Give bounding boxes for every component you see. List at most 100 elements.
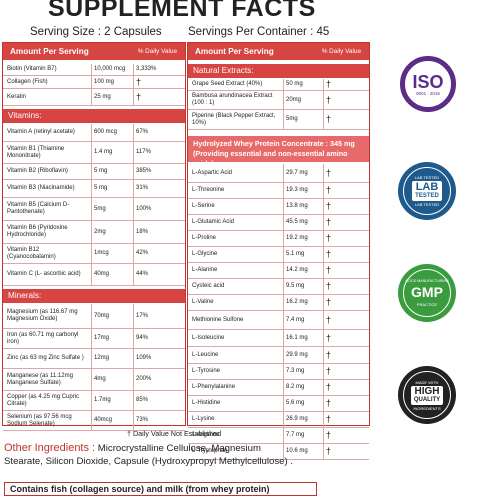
other-ingredients-line1: Microcrystalline Cellulose, Magnesium [97, 443, 261, 454]
ingredient-name: Vitamin B12 (Cyanocobalamin) [7, 246, 56, 260]
ingredient-name: Vitamin A (retinyl acetate) [7, 129, 75, 136]
table-row: L-Leucine 29.9 mg † [188, 347, 369, 364]
ingredient-daily-value: 18% [136, 228, 149, 235]
whey-title-line2: (Providing essential and non-essential a… [193, 149, 348, 168]
table-row: Vitamin B2 (Riboflavin) 5 mg 385% [3, 164, 185, 180]
ingredient-name: Biotin (Vitamin B7) [7, 66, 57, 73]
ingredient-name: Vitamin B6 (Pyridoxine Hydrochloride) [7, 225, 68, 238]
ingredient-name: L-Tyrosine [192, 368, 221, 375]
ingredient-name: Iron (as 60.71 mg carbonyl iron) [7, 331, 79, 345]
table-row: Grape Seed Extract (40%) 50 mg † [188, 79, 369, 91]
ingredient-amount: 16.2 mg [286, 299, 308, 306]
ingredient-amount: 5mg [94, 205, 106, 212]
ingredient-daily-value: † [326, 94, 332, 105]
hq-bottom-text: INGREDIENTS [413, 405, 441, 411]
ingredient-name: L-Isoleucine [192, 334, 225, 341]
ingredient-name: L-Histidine [192, 400, 221, 407]
ingredient-amount: 7.3 mg [286, 368, 305, 375]
gmp-main-text: GMP [411, 284, 443, 300]
ingredient-name: L-Glutamic Acid [192, 219, 235, 226]
ingredient-name: L-Valine [192, 299, 214, 306]
page-title: SUPPLEMENT FACTS [48, 0, 316, 22]
ingredient-amount: 9.5 mg [286, 283, 305, 290]
lab-bottom-text: LAB TESTED [414, 202, 440, 207]
ingredient-daily-value: † [326, 414, 332, 425]
ingredient-amount: 70mg [94, 312, 110, 319]
table-row: Bambusa arundinacea Extract (100 : 1) 20m… [188, 91, 369, 110]
ingredient-amount: 1.7mg [94, 397, 111, 404]
ingredient-name: Piperine (Black Pepper Extract, 10%) [192, 112, 276, 126]
ingredient-daily-value: † [326, 446, 332, 457]
iso-text: ISO [412, 71, 444, 92]
ingredient-name: L-Phenylalanine [192, 384, 236, 391]
ingredient-amount: 20mg [286, 96, 302, 103]
table-row: L-Lysine 26.9 mg † [188, 412, 369, 428]
ingredient-name: Zinc (as 63 mg Zinc Sulfate ) [7, 355, 84, 362]
ingredient-amount: 14.2 mg [286, 267, 308, 274]
ingredient-amount: 1mcg [94, 250, 109, 257]
ingredient-name: L-Glycine [192, 251, 218, 258]
ingredient-name: Grape Seed Extract (40%) [192, 81, 263, 88]
section-heading: Minerals: [3, 289, 185, 303]
ingredient-name: Vitamin C (L- ascorbic acid) [7, 271, 81, 278]
ingredient-amount: 5.6 mg [286, 400, 305, 407]
ingredient-daily-value: † [326, 430, 332, 441]
table-row: Vitamin A (retinyl acetate) 600 mcg 67% [3, 124, 185, 142]
ingredient-amount: 5 mg [94, 185, 108, 192]
header-dv-label: % Daily Value [137, 48, 177, 55]
hq-top-text: MADE WITH [415, 379, 439, 385]
table-row: L-Serine 13.8 mg † [188, 199, 369, 215]
ingredient-daily-value: † [326, 217, 332, 228]
section-heading: Natural Extracts: [188, 64, 369, 78]
table-row: Magnesium (as 116.67 mg Magnesium Oxide)… [3, 304, 185, 329]
table-row: L-Valine 16.2 mg † [188, 295, 369, 311]
ingredient-daily-value: 117% [136, 149, 151, 156]
table-row: Vitamin B1 (Thiamine Mononitrate) 1.4 mg 1… [3, 142, 185, 164]
table-row: L-Glutamic Acid 45.5 mg † [188, 215, 369, 231]
ingredient-daily-value: 73% [136, 417, 149, 424]
ingredient-daily-value: † [326, 297, 332, 308]
ingredient-daily-value: 85% [136, 397, 149, 404]
table-row: Vitamin C (L- ascorbic acid) 40mg 44% [3, 264, 185, 286]
high-quality-badge: MADE WITH HIGH QUALITY INGREDIENTS [398, 366, 456, 424]
table-row: Methionine Sulfone 7.4 mg † [188, 311, 369, 330]
ingredient-daily-value: † [326, 79, 332, 90]
gmp-top-text: GOOD MANUFACTURING [405, 279, 449, 283]
table-row: L-Tryptophan 10.6 mg † [188, 444, 369, 460]
ingredient-amount: 29.9 mg [286, 351, 308, 358]
table-row: Vitamin B12 (Cyanocobalamin) 1mcg 42% [3, 244, 185, 264]
ingredient-amount: 16.1 mg [286, 334, 308, 341]
ingredient-name: Vitamin B5 (Calcium D-Pantothenate) [7, 202, 70, 215]
allergen-notice: Contains fish (collagen source) and milk… [4, 482, 317, 496]
table-row: L-Phenylalanine 8.2 mg † [188, 380, 369, 396]
ingredient-daily-value: † [326, 349, 332, 360]
ingredient-name: Bambusa arundinacea Extract (100 : 1) [192, 93, 273, 106]
ingredient-name: Cysteic acid [192, 283, 225, 290]
right-facts-panel: Amount Per Serving % Daily Value Natural… [187, 42, 370, 460]
table-row: Iron (as 60.71 mg carbonyl iron) 17mg 94% [3, 329, 185, 349]
ingredient-amount: 40mcg [94, 417, 113, 424]
ingredient-daily-value: † [136, 91, 142, 102]
ingredient-daily-value: 31% [136, 185, 149, 192]
ingredient-amount: 600 mcg [94, 129, 118, 136]
ingredient-amount: 4mg [94, 376, 106, 383]
ingredient-amount: 100 mg [94, 78, 115, 85]
table-row: L-Tyrosine 7.3 mg † [188, 364, 369, 380]
hq-main-text-2: QUALITY [413, 396, 441, 403]
ingredient-amount: 26.9 mg [286, 416, 308, 423]
ingredient-daily-value: † [326, 265, 332, 276]
iso-badge: ISO 9001 : 2015 [400, 56, 456, 112]
ingredient-name: Collagen (Fish) [7, 78, 48, 85]
ingredient-amount: 10,000 mcg [94, 66, 126, 73]
ingredient-daily-value: 385% [136, 168, 152, 175]
table-row: L-Proline 19.2 mg † [188, 231, 369, 247]
serving-size: Serving Size : 2 Capsules [30, 26, 162, 38]
ingredient-daily-value: 42% [136, 250, 149, 257]
table-row: Vitamin B5 (Calcium D-Pantothenate) 5mg 10… [3, 198, 185, 221]
ingredient-name: Magnesium (as 116.67 mg Magnesium Oxide) [7, 309, 78, 322]
ingredient-daily-value: 100% [136, 205, 152, 212]
table-row: L-Alanine 14.2 mg † [188, 263, 369, 279]
lab-top-text: LAB TESTED [414, 175, 440, 180]
lab-tested-badge: LAB TESTED LAB TESTED LAB TESTED [398, 162, 456, 220]
ingredient-amount: 5.1 mg [286, 251, 305, 258]
